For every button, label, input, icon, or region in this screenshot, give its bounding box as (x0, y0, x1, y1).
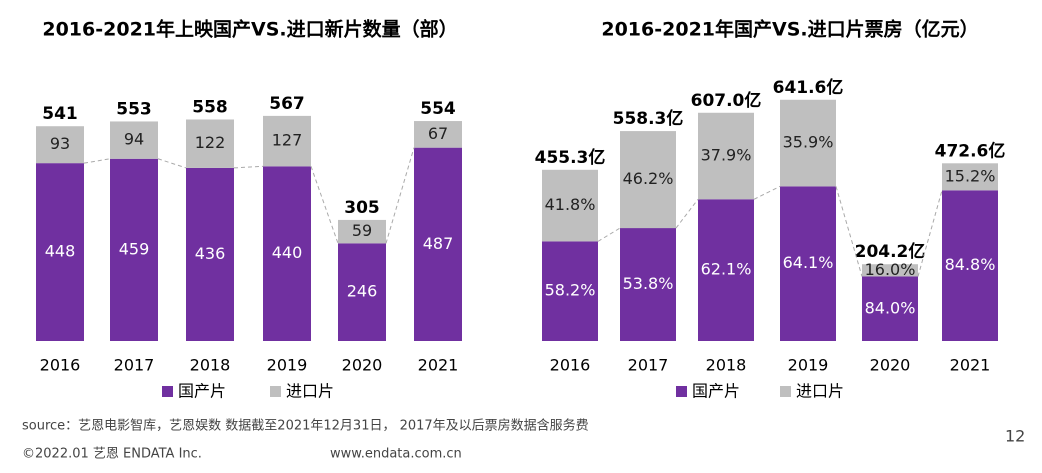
chart-title: 2016-2021年国产VS.进口片票房（亿元） (601, 18, 978, 41)
segment-label: 53.8% (623, 274, 674, 293)
legend-swatch (270, 386, 281, 397)
connector (83, 158, 111, 164)
bar-segment (780, 186, 836, 341)
segment-label: 127 (272, 131, 303, 150)
segment-label: 15.2% (945, 166, 996, 185)
bar-segment (942, 190, 998, 341)
segment-label: 41.8% (545, 195, 596, 214)
bar-segment (862, 264, 918, 277)
total-label: 607.0亿 (691, 90, 762, 111)
bar-segment (780, 99, 836, 187)
bar-segment (338, 243, 386, 341)
bar-segment (414, 121, 462, 148)
legend-swatch (780, 386, 791, 397)
total-label: 567 (269, 94, 305, 114)
bar-segment (186, 167, 234, 341)
bar-segment (698, 199, 754, 341)
segment-label: 459 (119, 239, 150, 258)
legend-label: 国产片 (692, 382, 740, 401)
bar-segment (338, 219, 386, 244)
segment-label: 84.8% (945, 255, 996, 274)
connector (385, 147, 415, 244)
connector (917, 190, 943, 277)
page-number: 12 (1005, 427, 1025, 446)
bar-segment (263, 166, 311, 341)
bar-segment (263, 115, 311, 167)
connector (835, 186, 863, 277)
chart-title: 2016-2021年上映国产VS.进口新片数量（部） (42, 18, 457, 41)
bar-segment (186, 119, 234, 168)
legend-label: 进口片 (796, 382, 844, 401)
segment-label: 46.2% (623, 169, 674, 188)
connector (597, 227, 621, 242)
legend-label: 国产片 (178, 382, 226, 401)
bar-segment (110, 121, 158, 159)
bar-segment (36, 163, 84, 341)
x-tick-label: 2020 (342, 356, 383, 375)
segment-label: 62.1% (701, 260, 752, 279)
x-tick-label: 2018 (706, 356, 747, 375)
segment-label: 94 (124, 130, 144, 149)
segment-label: 58.2% (545, 281, 596, 300)
source: source：艺恩电影智库，艺恩娱数 数据截至2021年12月31日， 2017… (22, 418, 589, 434)
segment-label: 487 (423, 234, 454, 253)
x-tick-label: 2019 (788, 356, 829, 375)
segment-label: 35.9% (783, 133, 834, 152)
segment-label: 64.1% (783, 253, 834, 272)
connector (233, 165, 264, 169)
legend-swatch (676, 386, 687, 397)
segment-label: 122 (195, 133, 226, 152)
total-label: 641.6亿 (773, 77, 844, 98)
segment-label: 246 (347, 282, 378, 301)
bar-segment (542, 241, 598, 341)
segment-label: 59 (352, 221, 372, 240)
total-label: 558.3亿 (613, 108, 684, 129)
x-tick-label: 2021 (418, 356, 459, 375)
bar-segment (110, 158, 158, 341)
segment-label: 448 (45, 242, 76, 261)
total-label: 472.6亿 (935, 140, 1006, 161)
x-tick-label: 2016 (550, 356, 591, 375)
bar-segment (414, 147, 462, 341)
total-label: 554 (420, 99, 456, 119)
bar-segment (698, 112, 754, 200)
x-tick-label: 2017 (114, 356, 155, 375)
website: www.endata.com.cn (330, 447, 462, 462)
segment-label: 67 (428, 124, 448, 143)
x-tick-label: 2018 (190, 356, 231, 375)
segment-label: 436 (195, 244, 226, 263)
connector (753, 185, 781, 200)
bar-segment (942, 163, 998, 191)
bar-segment (620, 228, 676, 341)
legend-swatch (162, 386, 173, 397)
total-label: 553 (116, 99, 152, 119)
bar-segment (542, 169, 598, 242)
bar-segment (862, 276, 918, 341)
legend-label: 进口片 (286, 382, 334, 401)
x-tick-label: 2020 (870, 356, 911, 375)
total-label: 455.3亿 (535, 147, 606, 168)
segment-label: 93 (50, 134, 70, 153)
segment-label: 16.0% (865, 260, 916, 279)
copyright: ©2022.01 艺恩 ENDATA Inc. (22, 447, 202, 462)
total-label: 204.2亿 (855, 241, 926, 262)
x-tick-label: 2019 (267, 356, 308, 375)
x-tick-label: 2021 (950, 356, 991, 375)
segment-label: 84.0% (865, 298, 916, 317)
total-label: 558 (192, 97, 228, 117)
segment-label: 37.9% (701, 146, 752, 165)
segment-label: 440 (272, 243, 303, 262)
connector (157, 158, 187, 169)
connector (310, 166, 339, 244)
bar-segment (620, 131, 676, 229)
total-label: 541 (42, 104, 78, 124)
x-tick-label: 2017 (628, 356, 669, 375)
connector (675, 198, 699, 229)
x-tick-label: 2016 (40, 356, 81, 375)
total-label: 305 (344, 198, 380, 218)
bar-segment (36, 126, 84, 164)
